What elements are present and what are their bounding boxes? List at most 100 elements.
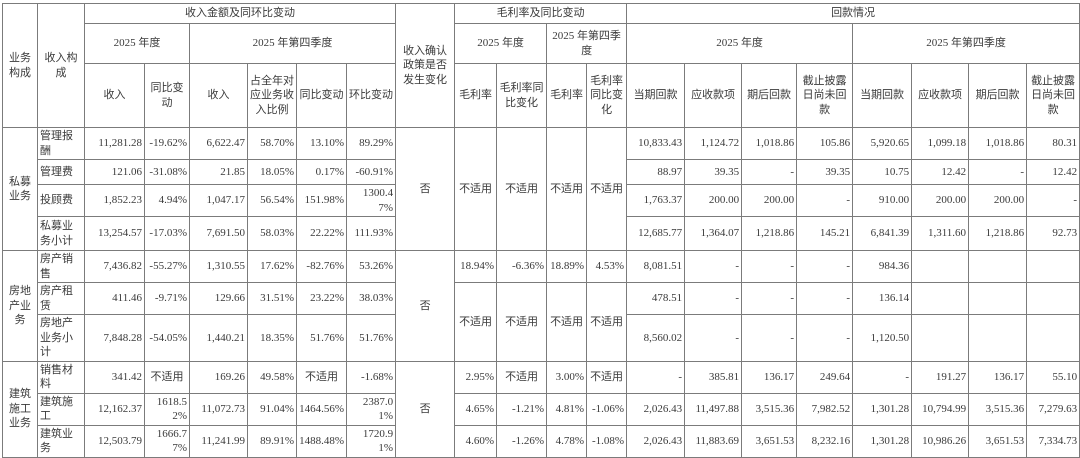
cell: 89.29%: [345, 126, 397, 161]
header-col-unpaid-q4: 截止披露日尚未回款: [1026, 63, 1080, 128]
cell: 6,622.47: [189, 126, 248, 161]
header-col-margin-year: 毛利率: [454, 63, 498, 128]
cell: 6,841.39: [852, 216, 913, 252]
cell-na: 不适用: [496, 282, 548, 362]
cell: 12.42: [911, 159, 970, 186]
cell: -1.21%: [496, 392, 548, 426]
cell: -55.27%: [144, 250, 190, 284]
header-period-q4-revenue: 2025 年第四季度: [188, 23, 397, 64]
business-group-label: 建筑施工业务: [2, 360, 38, 458]
cell: 12,503.79: [84, 424, 145, 458]
cell: 12,162.37: [84, 392, 145, 426]
cell: -: [796, 314, 854, 362]
cell: 1,311.60: [911, 216, 970, 252]
cell: 1,018.86: [741, 126, 798, 161]
row-label: 建筑业务: [37, 424, 85, 458]
cell: 7,334.73: [1026, 424, 1080, 458]
cell: 105.86: [796, 126, 854, 161]
cell: -: [684, 282, 743, 316]
cell: 136.14: [852, 282, 913, 316]
cell: -6.36%: [496, 250, 548, 284]
cell: -: [741, 250, 798, 284]
row-label: 房产销售: [37, 250, 85, 284]
header-col-qoq-q4: 环比变动: [345, 63, 397, 128]
cell: 4.94%: [144, 184, 190, 218]
row-label: 管理费: [37, 159, 85, 186]
cell: 11,497.88: [684, 392, 743, 426]
cell: -: [741, 282, 798, 316]
cell: 200.00: [684, 184, 743, 218]
cell: 7,436.82: [84, 250, 145, 284]
cell: 53.26%: [345, 250, 397, 284]
table-row: 建筑施工 12,162.37 1618.52% 11,072.73 91.04%…: [3, 392, 1080, 426]
cell-na: 不适用: [454, 282, 498, 362]
cell: 89.91%: [247, 424, 297, 458]
cell: 8,560.02: [626, 314, 686, 362]
cell: 1488.48%: [296, 424, 347, 458]
cell-na: 不适用: [586, 126, 628, 252]
cell: 不适用: [496, 360, 548, 394]
header-period-year-revenue: 2025 年度: [84, 23, 190, 64]
header-group-margin: 毛利率及同比变动: [454, 3, 628, 24]
cell: 18.94%: [454, 250, 498, 284]
table-row: 房地产业务 房产销售 7,436.82 -55.27% 1,310.55 17.…: [2, 250, 1080, 362]
cell: 80.31: [1026, 126, 1080, 161]
cell: 7,848.28: [84, 314, 145, 362]
cell: 7,691.50: [189, 216, 248, 252]
cell: 200.00: [968, 184, 1028, 218]
cell: 1,099.18: [911, 126, 970, 161]
table-row: 私募业务小计 13,254.57 -17.03% 7,691.50 58.03%…: [3, 216, 1080, 252]
cell: 2,026.43: [626, 424, 686, 458]
row-label: 房产租赁: [37, 282, 85, 316]
header-col-post-collection-q4: 期后回款: [968, 63, 1028, 128]
cell: -1.26%: [496, 424, 548, 458]
header-period-q4-margin: 2025 年第四季度: [546, 23, 628, 64]
cell: 910.00: [852, 184, 913, 218]
business-group-label: 私募业务: [2, 126, 38, 252]
financial-table: 业务构成 收入构成 收入金额及同环比变动 收入确认政策是否发生变化 毛利率及同比…: [2, 3, 1080, 458]
business-group-label: 房地产业务: [2, 250, 38, 362]
cell: 8,232.16: [796, 424, 854, 458]
cell: [1026, 314, 1080, 362]
cell: 385.81: [684, 360, 743, 394]
cell: -1.68%: [345, 360, 397, 394]
cell: 1,763.37: [626, 184, 686, 218]
cell: 1300.47%: [345, 184, 397, 218]
cell: 341.42: [84, 360, 145, 394]
header-col-pct-of-year: 占全年对应业务收入比例: [247, 63, 297, 128]
cell: 21.85: [189, 159, 248, 186]
cell: 31.51%: [247, 282, 297, 316]
cell: 3,515.36: [741, 392, 798, 426]
header-business-composition: 业务构成: [2, 3, 38, 128]
cell: -: [741, 159, 798, 186]
cell: [968, 282, 1028, 316]
cell: -: [852, 360, 913, 394]
cell: [911, 282, 970, 316]
cell: 249.64: [796, 360, 854, 394]
cell: 39.35: [684, 159, 743, 186]
cell: -54.05%: [144, 314, 190, 362]
cell: 984.36: [852, 250, 913, 284]
cell: 58.70%: [247, 126, 297, 161]
header-col-current-collection-year: 当期回款: [626, 63, 686, 128]
cell: 1,310.55: [189, 250, 248, 284]
cell: 91.04%: [247, 392, 297, 426]
policy-cell: 否: [395, 126, 456, 252]
table-row: 建筑业务 12,503.79 1666.77% 11,241.99 89.91%…: [3, 424, 1080, 458]
cell: 4.65%: [454, 392, 498, 426]
cell: 1,047.17: [189, 184, 248, 218]
cell: 18.35%: [247, 314, 297, 362]
cell: 17.62%: [247, 250, 297, 284]
cell: -: [626, 360, 686, 394]
cell: -1.08%: [586, 424, 628, 458]
header-col-yoy-q4: 同比变动: [296, 63, 347, 128]
header-col-margin-chg-year: 毛利率同比变化: [496, 63, 548, 128]
cell: [1026, 250, 1080, 284]
cell: 38.03%: [345, 282, 397, 316]
cell: 1666.77%: [144, 424, 190, 458]
cell: 111.93%: [345, 216, 397, 252]
header-col-revenue-year: 收入: [84, 63, 145, 128]
cell: -31.08%: [144, 159, 190, 186]
cell: 2.95%: [454, 360, 498, 394]
cell: 191.27: [911, 360, 970, 394]
